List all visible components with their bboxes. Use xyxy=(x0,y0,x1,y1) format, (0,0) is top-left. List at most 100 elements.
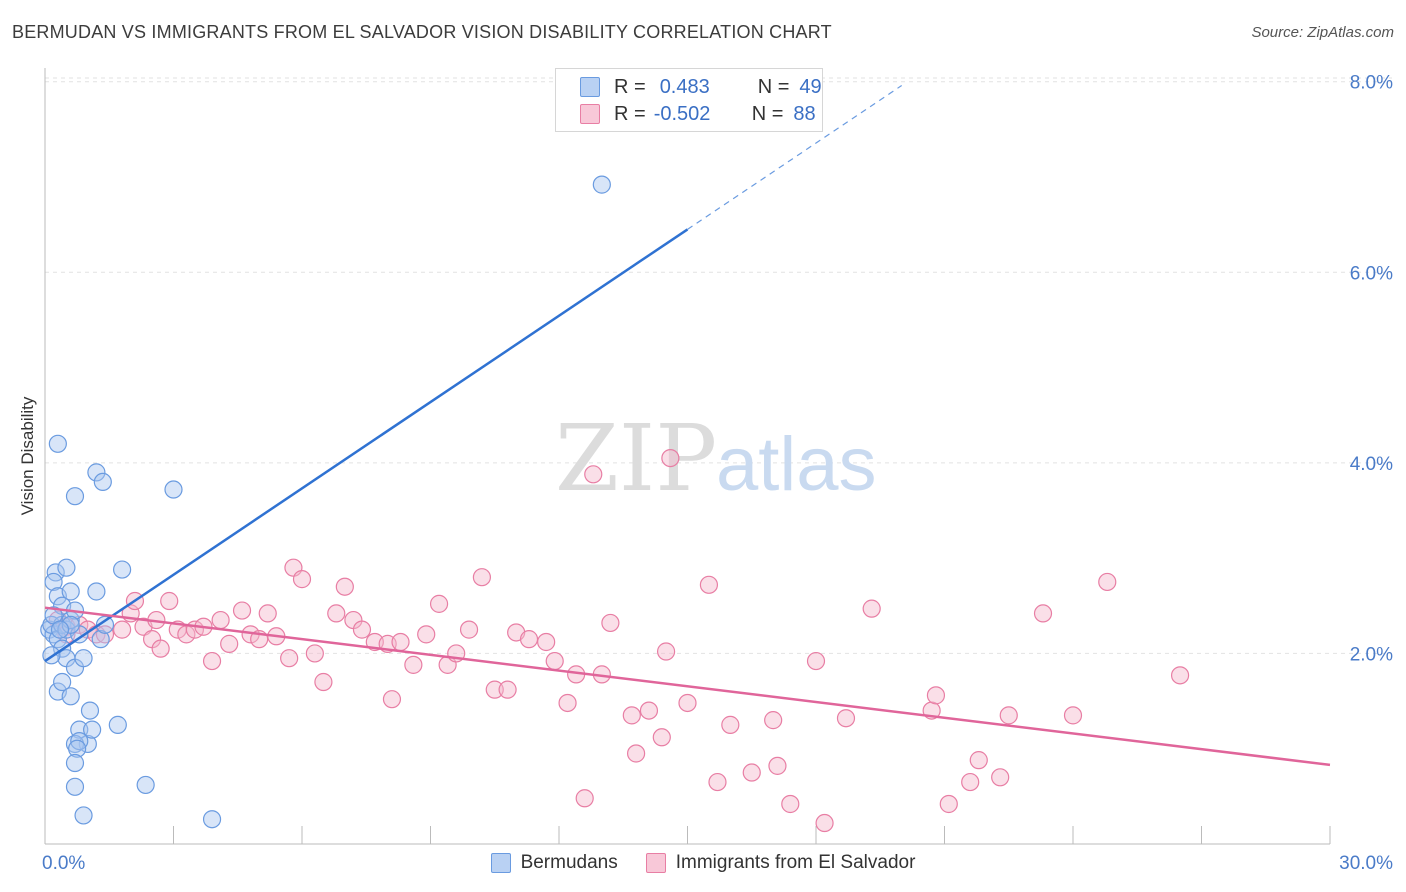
point-bermudans xyxy=(164,480,183,499)
point-salvador xyxy=(742,763,761,782)
point-bermudans xyxy=(91,630,110,649)
point-salvador xyxy=(764,711,783,730)
point-bermudans xyxy=(68,739,87,758)
point-salvador xyxy=(545,651,564,671)
point-salvador xyxy=(575,789,594,808)
point-bermudans xyxy=(112,560,132,579)
point-salvador xyxy=(485,680,504,699)
point-salvador xyxy=(151,639,170,658)
point-salvador xyxy=(335,577,354,596)
point-salvador xyxy=(160,591,179,611)
point-salvador xyxy=(327,604,346,623)
point-salvador xyxy=(652,728,671,747)
point-salvador xyxy=(112,620,132,639)
point-salvador xyxy=(292,570,312,589)
point-bermudans xyxy=(57,558,76,577)
legend-r-label: R = xyxy=(614,102,646,125)
point-bermudans xyxy=(95,615,115,634)
point-salvador xyxy=(202,651,222,671)
point-salvador xyxy=(232,601,252,620)
point-salvador xyxy=(991,768,1010,787)
point-salvador xyxy=(429,594,449,613)
gridlines xyxy=(45,77,1392,654)
y-tick-label: 8.0% xyxy=(1350,73,1393,94)
point-salvador xyxy=(656,642,676,661)
point-bermudans xyxy=(65,753,85,773)
point-salvador xyxy=(836,709,856,728)
point-salvador xyxy=(391,632,410,652)
point-salvador xyxy=(699,575,719,594)
point-salvador xyxy=(862,599,881,618)
point-bermudans xyxy=(65,487,85,506)
point-bermudans xyxy=(136,775,155,795)
legend-r-label: R = xyxy=(614,75,646,98)
series-legend: Bermudans Immigrants from El Salvador xyxy=(0,852,1406,874)
legend-n-label: N = xyxy=(751,102,784,125)
watermark-zip: ZIP xyxy=(555,405,717,512)
trend-line-salvador xyxy=(44,606,1331,767)
point-salvador xyxy=(314,672,333,692)
point-bermudans xyxy=(93,472,112,492)
point-salvador xyxy=(661,448,680,468)
point-salvador xyxy=(781,794,800,814)
legend-r-value: -0.502 xyxy=(653,102,711,125)
series-swatch-salvador xyxy=(645,853,666,873)
point-salvador xyxy=(519,630,539,649)
legend-n-value: 49 xyxy=(799,75,822,98)
legend-row-bermudans: R = 0.483 N = 49 xyxy=(580,74,822,100)
point-salvador xyxy=(626,744,646,763)
x-tick-label: 30.0% xyxy=(1339,853,1393,874)
point-salvador xyxy=(961,772,980,792)
point-salvador xyxy=(404,655,423,674)
axes xyxy=(44,68,1331,845)
point-bermudans xyxy=(65,777,85,796)
point-salvador xyxy=(601,613,620,633)
point-bermudans xyxy=(50,620,70,639)
points-bermudans xyxy=(40,175,611,829)
point-bermudans xyxy=(83,720,102,739)
point-salvador xyxy=(678,693,697,713)
stats-legend: R = 0.483 N = 49 R = -0.502 N = 88 xyxy=(555,68,823,132)
point-salvador xyxy=(584,465,603,484)
point-salvador xyxy=(815,813,834,833)
point-salvador xyxy=(708,772,727,792)
point-bermudans xyxy=(87,582,106,601)
watermark: ZIP atlas xyxy=(555,405,877,512)
legend-row-salvador: R = -0.502 N = 88 xyxy=(580,101,816,127)
legend-n-label: N = xyxy=(757,75,790,98)
point-salvador xyxy=(498,680,517,699)
point-salvador xyxy=(211,610,230,630)
point-salvador xyxy=(558,693,577,713)
y-tick-label: 6.0% xyxy=(1350,263,1393,284)
point-bermudans xyxy=(44,572,63,592)
point-salvador xyxy=(622,706,641,725)
y-tick-label: 2.0% xyxy=(1350,644,1393,665)
point-salvador xyxy=(999,706,1018,725)
point-bermudans xyxy=(61,582,80,601)
point-salvador xyxy=(969,751,988,770)
point-salvador xyxy=(721,715,740,734)
point-salvador xyxy=(352,620,372,639)
point-salvador xyxy=(1170,666,1190,685)
point-bermudans xyxy=(87,463,106,482)
legend-swatch-salvador xyxy=(580,104,600,124)
legend-swatch-bermudans xyxy=(580,77,600,97)
point-bermudans xyxy=(70,731,89,751)
point-bermudans xyxy=(48,434,67,453)
x-tick-label: 0.0% xyxy=(42,853,85,874)
legend-n-value: 88 xyxy=(793,102,816,125)
source-label: Source: ZipAtlas.com xyxy=(1251,24,1394,41)
series-swatch-bermudans xyxy=(490,853,511,873)
point-salvador xyxy=(258,604,277,623)
series-legend-salvador: Immigrants from El Salvador xyxy=(645,852,916,874)
point-bermudans xyxy=(74,649,93,668)
point-salvador xyxy=(1098,572,1117,592)
point-salvador xyxy=(1033,604,1053,623)
series-legend-bermudans: Bermudans xyxy=(490,852,618,874)
point-salvador xyxy=(459,620,479,639)
point-salvador xyxy=(280,649,299,668)
point-salvador xyxy=(305,644,324,663)
watermark-atlas: atlas xyxy=(716,422,877,507)
series-legend-label: Immigrants from El Salvador xyxy=(675,852,916,873)
